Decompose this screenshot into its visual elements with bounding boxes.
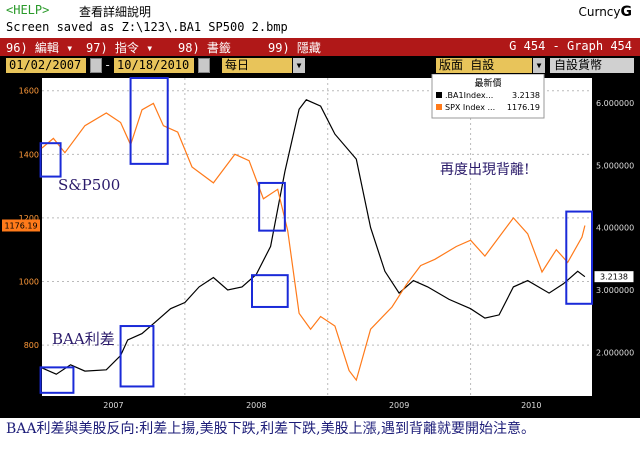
left-tick-label: 1200: [19, 214, 39, 223]
ba1-current-badge: [593, 270, 635, 284]
menu-commands[interactable]: 97) 指令 ▾: [86, 41, 154, 55]
menu-edit[interactable]: 96) 編輯 ▾: [6, 41, 74, 55]
right-tick-label: 2.000000: [596, 348, 634, 357]
date-separator: -: [104, 58, 112, 72]
right-tick-label: 3.000000: [596, 286, 634, 295]
spx-annotation: S&P500: [58, 176, 120, 194]
spx-current-badge: [2, 219, 40, 232]
ba1-annotation: BAA利差: [52, 330, 115, 348]
box-ba1-2008: [251, 274, 289, 308]
box-spx-2007-peak: [129, 77, 169, 165]
highlight-boxes: [39, 77, 593, 394]
control-bar: 01/02/2007 - 10/18/2010 每日 ▼ 版面 自設 ▼ 自設貨…: [0, 56, 640, 74]
left-tick-label: 1600: [19, 87, 39, 96]
legend-spx-name: SPX Index ...: [445, 103, 495, 112]
x-tick-label: 2009: [389, 401, 409, 410]
legend-spx-last: 1176.19: [507, 103, 540, 112]
left-tick-label: 800: [24, 341, 39, 350]
currency-button[interactable]: 自設貨幣: [550, 58, 634, 73]
end-date-field[interactable]: 10/18/2010: [114, 58, 194, 73]
chart: 800 1000 1200 1400 1600 2.000000 3.000000 4.000…: [2, 74, 635, 410]
legend-title: 最新價: [474, 77, 501, 89]
legend-swatch-spx: [436, 104, 442, 110]
menu-bookmarks[interactable]: 98) 書籤: [178, 41, 231, 55]
start-calendar-icon[interactable]: [90, 58, 102, 73]
axes: 800 1000 1200 1400 1600 2.000000 3.000000 4.000…: [19, 87, 635, 410]
period-chevron-down-icon[interactable]: ▼: [293, 58, 305, 73]
menu-bar: 96) 編輯 ▾ 97) 指令 ▾ 98) 書籤 99) 隱藏 G 454 - …: [0, 38, 640, 56]
help-text: 查看詳細說明: [79, 5, 152, 19]
caption: BAA利差與美股反向:利差上揚,美股下跌,利差下跌,美股上漲,遇到背離就要開始注…: [0, 418, 640, 458]
x-tick-label: 2010: [521, 401, 541, 410]
help-link[interactable]: <HELP>: [6, 3, 50, 17]
box-ba1-2007-late: [119, 325, 155, 388]
current-value-labels: 1176.19 3.2138: [2, 219, 635, 284]
spx-current-label: 1176.19: [4, 221, 37, 230]
left-tick-label: 1400: [19, 150, 39, 159]
menu-hide[interactable]: 99) 隱藏: [268, 41, 321, 55]
box-ba1-2007-early: [39, 366, 75, 394]
right-tick-label: 4.000000: [596, 224, 634, 233]
period-select[interactable]: 每日: [222, 58, 292, 73]
ba1-series-line: [41, 99, 586, 375]
legend-swatch-ba1: [436, 92, 442, 98]
spx-series-line: [41, 102, 586, 382]
legend-ba1-last: 3.2138: [512, 91, 540, 100]
grid: [42, 78, 592, 396]
layout-select[interactable]: 版面 自設: [436, 58, 532, 73]
x-tick-label: 2008: [246, 401, 266, 410]
box-spx-2008-mid: [258, 181, 286, 232]
legend-ba1-name: .BA1Index...: [445, 91, 493, 100]
box-2010-divergence: [565, 210, 593, 305]
right-tick-label: 5.000000: [596, 161, 634, 170]
x-tick-label: 2007: [103, 401, 123, 410]
brand-label: CurncyG: [578, 4, 632, 20]
legend: 最新價 .BA1Index... 3.2138 SPX Index ... 11…: [431, 74, 545, 119]
box-spx-2007-early: [39, 142, 62, 178]
end-calendar-icon[interactable]: [198, 58, 210, 73]
layout-chevron-down-icon[interactable]: ▼: [533, 58, 545, 73]
saved-status: Screen saved as Z:\123\.BA1 SP500 2.bmp: [6, 20, 288, 34]
right-tick-label: 6.000000: [596, 99, 634, 108]
screen-id: G 454 - Graph 454: [509, 39, 632, 53]
top-bar: <HELP> 查看詳細說明 Screen saved as Z:\123\.BA…: [0, 0, 640, 38]
start-date-field[interactable]: 01/02/2007: [6, 58, 86, 73]
divergence-annotation: 再度出現背離!: [440, 161, 530, 178]
plot-area: [42, 78, 592, 396]
ba1-current-label: 3.2138: [600, 273, 628, 282]
left-tick-label: 1000: [19, 278, 39, 287]
